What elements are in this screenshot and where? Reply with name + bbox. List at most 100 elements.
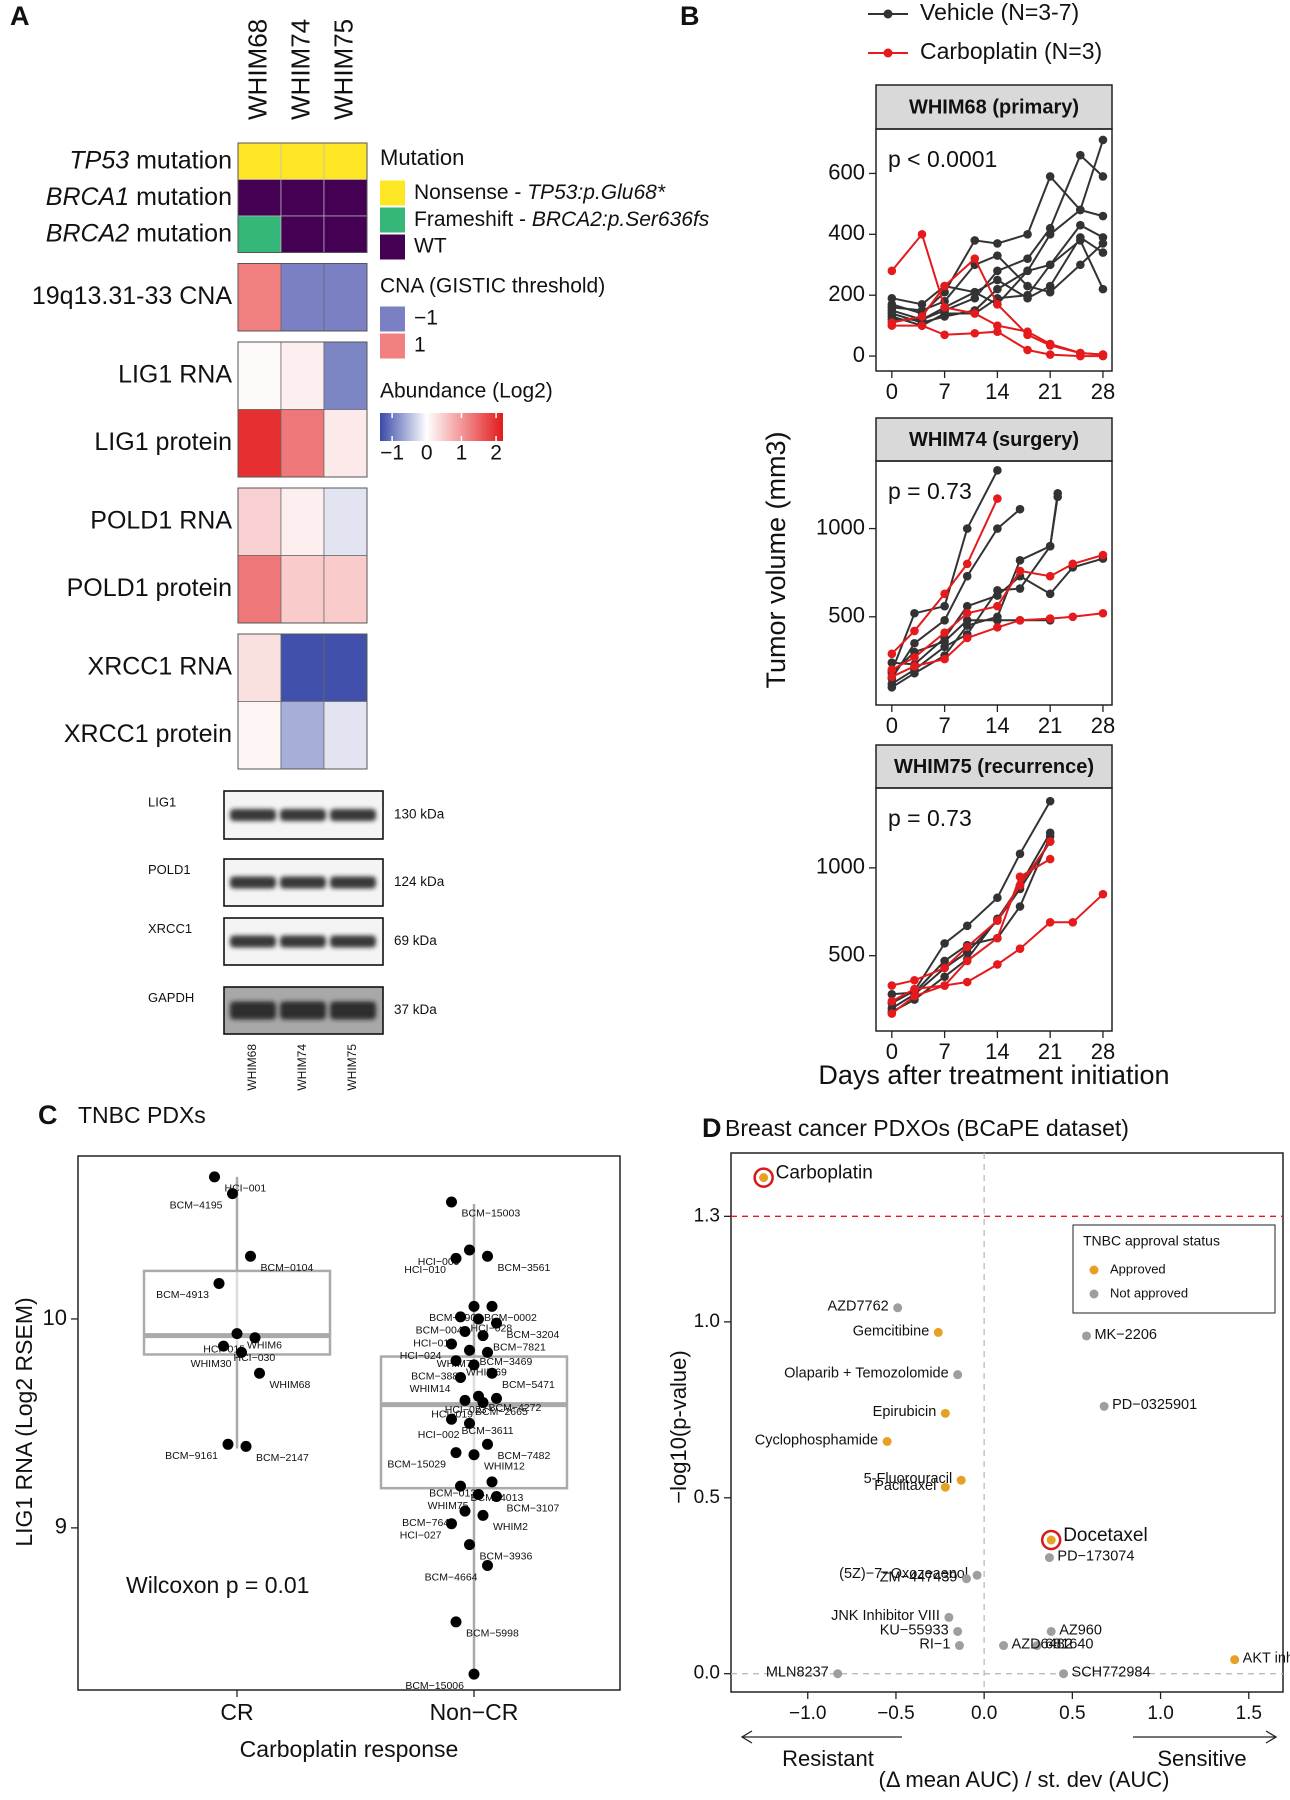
heatmap-cell (237, 555, 282, 624)
series-line (891, 841, 1052, 987)
chart-title: TNBC PDXs (78, 1102, 206, 1128)
blot-band (230, 1001, 276, 1020)
data-point (1045, 281, 1055, 291)
data-point (1032, 1641, 1042, 1651)
data-point (1045, 614, 1055, 623)
data-point (459, 1505, 471, 1517)
data-point (1045, 541, 1055, 551)
data-point (1023, 293, 1032, 303)
data-point (940, 956, 949, 966)
heatmap-cell (237, 409, 282, 478)
heatmap-cell (323, 263, 368, 332)
data-point (1015, 616, 1025, 625)
data-point (887, 990, 897, 999)
data-point (1015, 872, 1025, 881)
lane-label: WHIM68 (245, 1044, 259, 1091)
blot-size: 124 kDa (394, 874, 445, 889)
data-point (459, 1325, 471, 1337)
point-label: Olaparib + Temozolomide (784, 1365, 949, 1381)
data-point (759, 1173, 769, 1183)
x-tick-label: 0 (886, 713, 898, 738)
data-point (477, 1397, 489, 1409)
x-tick-label: 7 (938, 379, 950, 404)
heatmap-cell (237, 633, 282, 702)
facet-title: WHIM74 (surgery) (909, 429, 1079, 451)
row-label: POLD1 RNA (90, 506, 232, 534)
plot-frame (875, 787, 1113, 1032)
x-axis-label: Carboplatin response (240, 1736, 459, 1762)
data-point (940, 281, 949, 291)
data-point (940, 1408, 950, 1418)
blot-band (280, 809, 326, 821)
legend-title: TNBC approval status (1083, 1233, 1220, 1249)
row-label: LIG1 protein (94, 428, 232, 456)
blot-label: LIG1 (148, 794, 176, 809)
data-point (917, 230, 927, 239)
heatmap-cell (323, 701, 368, 770)
data-point (1045, 918, 1055, 927)
data-point (910, 984, 919, 994)
data-point (1015, 584, 1025, 593)
data-point (1045, 341, 1055, 350)
y-tick-label: 1000 (816, 854, 865, 879)
legend-box (1072, 1224, 1276, 1314)
point-label: Cyclophosphamide (755, 1432, 878, 1448)
data-point (1015, 902, 1025, 911)
x-tick-label: 1.5 (1236, 1703, 1262, 1724)
data-point (1098, 239, 1108, 248)
y-tick-label: 9 (55, 1514, 67, 1539)
data-point (446, 1518, 457, 1530)
data-point (1045, 837, 1055, 846)
data-point (1076, 351, 1085, 361)
point-label: BCM−9161 (165, 1450, 218, 1462)
legend-label: Nonsense - TP53:p.Glu68* (414, 181, 666, 204)
data-point (468, 1668, 480, 1680)
point-label: BCM−0104 (261, 1262, 314, 1274)
legend-marker (883, 9, 893, 19)
data-point (464, 1539, 475, 1551)
data-point (962, 524, 972, 533)
point-label: HCI−010 (404, 1264, 446, 1276)
x-axis-label: Days after treatment initiation (818, 1060, 1169, 1090)
panel-label: B (680, 1, 700, 31)
heatmap-block (237, 633, 368, 770)
data-point (962, 956, 972, 966)
column-label: WHIM74 (285, 19, 315, 120)
data-point (917, 312, 927, 321)
data-point (993, 327, 1002, 337)
data-point (910, 668, 919, 678)
x-tick-label: 1.0 (1147, 1703, 1173, 1724)
data-point (940, 303, 949, 312)
heatmap-cell (280, 487, 325, 556)
x-tick-label: 14 (985, 713, 1009, 738)
legend-label: −1 (414, 307, 438, 330)
lane-label: WHIM74 (295, 1044, 309, 1091)
data-point (993, 960, 1002, 969)
data-point (477, 1330, 489, 1342)
legend-label: Carboplatin (N=3) (920, 38, 1102, 64)
colorbar (380, 413, 503, 441)
data-point (1045, 223, 1055, 233)
heatmap-cell (237, 701, 282, 770)
blot-size: 37 kDa (394, 1002, 437, 1017)
point-label: BCM−15006 (405, 1680, 464, 1692)
arrow (1133, 1730, 1278, 1744)
point-label: ZM−447439 (880, 1570, 958, 1586)
chart-title: Breast cancer PDXOs (BCaPE dataset) (725, 1115, 1129, 1141)
data-point (240, 1440, 252, 1452)
data-point (1076, 233, 1085, 242)
box (142, 1269, 332, 1356)
point-label: PD−173074 (1057, 1548, 1134, 1564)
heatmap-cell (237, 179, 282, 217)
x-axis-label: (Δ mean AUC) / st. dev (AUC) (879, 1767, 1170, 1792)
data-point (917, 321, 927, 330)
heatmap-cell (237, 263, 282, 332)
legend-label: 1 (414, 334, 426, 357)
point-label: WHIM30 (191, 1358, 232, 1370)
row-label: LIG1 RNA (118, 360, 232, 388)
data-point (993, 916, 1002, 925)
data-point (887, 309, 897, 318)
point-label: BCM−15029 (387, 1458, 446, 1470)
blot-band (330, 809, 376, 821)
point-label: HCI−009 (418, 1256, 460, 1268)
